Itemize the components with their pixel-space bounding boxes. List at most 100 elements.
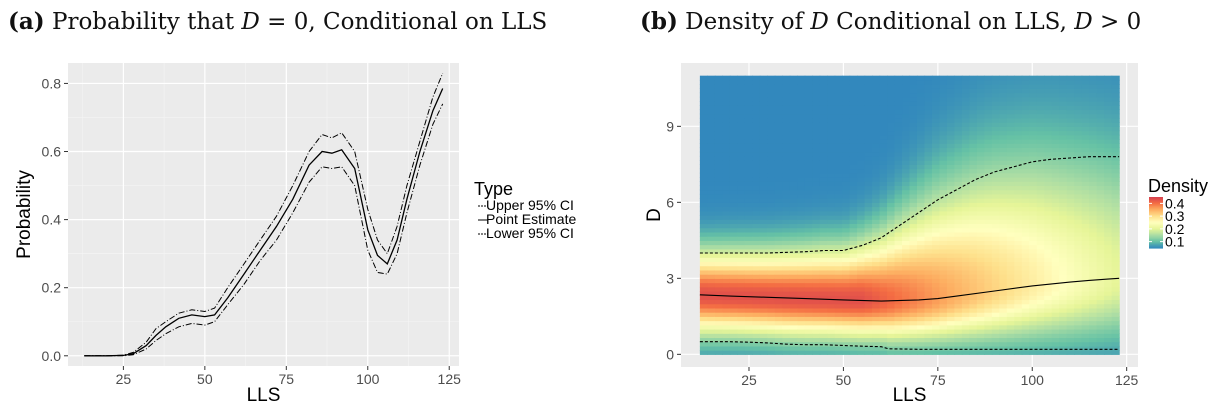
- heat-cell: [789, 177, 798, 182]
- heat-cell: [1029, 206, 1038, 212]
- heat-cell: [872, 223, 881, 229]
- heat-cell: [1081, 84, 1090, 89]
- heat-cell: [797, 329, 806, 334]
- heat-cell: [946, 168, 956, 174]
- heat-cell: [872, 84, 881, 89]
- heat-cell: [759, 303, 768, 309]
- heat-cell: [767, 79, 776, 85]
- heat-cell: [879, 295, 888, 301]
- heat-cell: [1006, 312, 1015, 317]
- heat-cell: [744, 291, 753, 296]
- heat-cell: [759, 177, 768, 182]
- heat-cell: [1104, 299, 1113, 305]
- heat-cell: [1014, 84, 1023, 89]
- heat-cell: [1014, 244, 1023, 250]
- heat-cell: [737, 155, 746, 161]
- heat-cell: [969, 139, 978, 144]
- heat-cell: [984, 202, 993, 208]
- heat-cell: [1104, 130, 1113, 136]
- heat-cell: [759, 248, 768, 254]
- heat-cell: [1029, 274, 1038, 279]
- heat-cell: [1074, 92, 1083, 98]
- heat-cell: [887, 337, 896, 343]
- heat-cell: [759, 168, 768, 174]
- heat-cell: [699, 278, 708, 284]
- heat-cell: [1006, 168, 1015, 174]
- heat-cell: [864, 185, 873, 191]
- heat-cell: [1059, 227, 1068, 233]
- heat-cell: [767, 223, 776, 229]
- y-axis-title: D: [644, 208, 665, 222]
- heat-cell: [909, 189, 918, 195]
- heat-cell: [1066, 324, 1075, 330]
- heat-cell: [954, 193, 963, 199]
- heat-cell: [849, 236, 858, 241]
- heat-cell: [902, 151, 911, 157]
- heat-cell: [842, 329, 851, 334]
- heat-cell: [894, 198, 903, 203]
- heat-cell: [789, 337, 798, 343]
- heat-cell: [1051, 210, 1060, 216]
- density-line-median: [699, 277, 1120, 302]
- heat-cell: [864, 92, 873, 98]
- heat-cell: [872, 231, 881, 237]
- heat-cell: [1029, 307, 1038, 313]
- heat-cell: [834, 265, 843, 271]
- heat-cell: [1104, 122, 1113, 127]
- heat-cell: [827, 134, 836, 140]
- heat-cell: [797, 189, 806, 195]
- heat-cell: [782, 122, 791, 127]
- heat-cell: [894, 337, 903, 343]
- heat-cell: [1021, 253, 1030, 258]
- heat-cell: [1066, 122, 1075, 127]
- heat-cell: [722, 223, 731, 229]
- heat-cell: [729, 193, 738, 199]
- heat-cell: [1081, 341, 1090, 347]
- heat-cell: [1096, 312, 1105, 317]
- heat-cell: [849, 122, 858, 127]
- heat-cell: [916, 274, 926, 279]
- heat-cell: [1036, 269, 1045, 275]
- heat-cell: [1089, 329, 1098, 334]
- heat-cell: [887, 206, 896, 212]
- heat-cell: [737, 193, 746, 199]
- heat-cell: [707, 227, 716, 233]
- heat-cell: [931, 210, 941, 216]
- heat-cell: [857, 134, 866, 140]
- heat-cell: [1074, 181, 1083, 187]
- heat-cell: [782, 75, 791, 81]
- heat-cell: [834, 193, 843, 199]
- heat-cell: [1111, 341, 1120, 347]
- heat-cell: [804, 265, 813, 271]
- heat-cell: [1066, 198, 1075, 203]
- heat-cell: [797, 172, 806, 178]
- heat-cell: [767, 139, 776, 144]
- heat-cell: [939, 134, 948, 140]
- heat-cell: [812, 139, 821, 144]
- heat-cell: [1089, 181, 1098, 187]
- heat-cell: [976, 282, 985, 288]
- heat-cell: [864, 231, 873, 237]
- heat-cell: [722, 160, 731, 165]
- heat-cell: [819, 269, 828, 275]
- heat-cell: [954, 265, 963, 271]
- heat-cell: [759, 282, 768, 288]
- heat-cell: [864, 261, 873, 267]
- heat-cell: [1066, 265, 1075, 271]
- heat-cell: [737, 329, 746, 334]
- heat-cell: [707, 198, 716, 203]
- heat-cell: [1006, 324, 1015, 330]
- heat-cell: [707, 345, 716, 351]
- heat-cell: [774, 320, 783, 326]
- heat-cell: [1096, 75, 1105, 81]
- heat-cell: [789, 231, 798, 237]
- heat-cell: [804, 92, 813, 98]
- heat-cell: [894, 223, 903, 229]
- heat-cell: [1029, 324, 1038, 330]
- heat-cell: [894, 286, 903, 292]
- heat-cell: [1021, 143, 1030, 149]
- heat-cell: [931, 236, 941, 241]
- heat-cell: [819, 172, 828, 178]
- heat-cell: [991, 181, 1000, 187]
- heat-cell: [1089, 130, 1098, 136]
